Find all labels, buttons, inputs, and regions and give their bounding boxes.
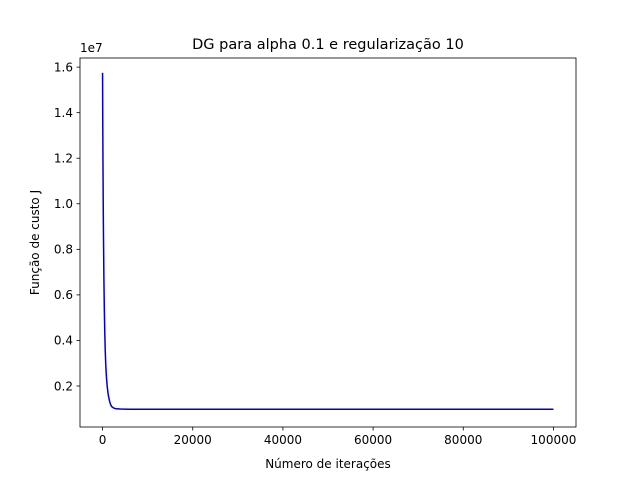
y-offset-label: 1e7 bbox=[80, 41, 103, 55]
x-tick-label: 20000 bbox=[174, 433, 212, 447]
series-line-0 bbox=[101, 72, 554, 410]
plot-area: 0 20000 40000 60000 80000 100000 0.2 0.4 0.6 0.8 1… bbox=[54, 57, 577, 447]
x-tick-label: 80000 bbox=[444, 433, 482, 447]
y-tick-label: 0.6 bbox=[54, 288, 73, 302]
x-axis-label: Número de iterações bbox=[265, 457, 391, 471]
y-tick-label: 0.8 bbox=[54, 243, 73, 257]
y-tick-label: 1.0 bbox=[54, 197, 73, 211]
y-tick-label: 0.4 bbox=[54, 334, 73, 348]
x-tick-label: 0 bbox=[99, 433, 107, 447]
x-tick-label: 60000 bbox=[354, 433, 392, 447]
x-tick-label: 100000 bbox=[531, 433, 577, 447]
y-tick-label: 1.2 bbox=[54, 152, 73, 166]
y-tick-label: 1.6 bbox=[54, 60, 73, 74]
y-axis-label: Função de custo J bbox=[28, 190, 42, 295]
axes-frame bbox=[79, 57, 577, 428]
chart-title: DG para alpha 0.1 e regularização 10 bbox=[192, 37, 464, 53]
y-tick-label: 0.2 bbox=[54, 379, 73, 393]
plot-background bbox=[80, 58, 576, 427]
x-tick-label: 40000 bbox=[264, 433, 302, 447]
y-tick-label: 1.4 bbox=[54, 106, 73, 120]
